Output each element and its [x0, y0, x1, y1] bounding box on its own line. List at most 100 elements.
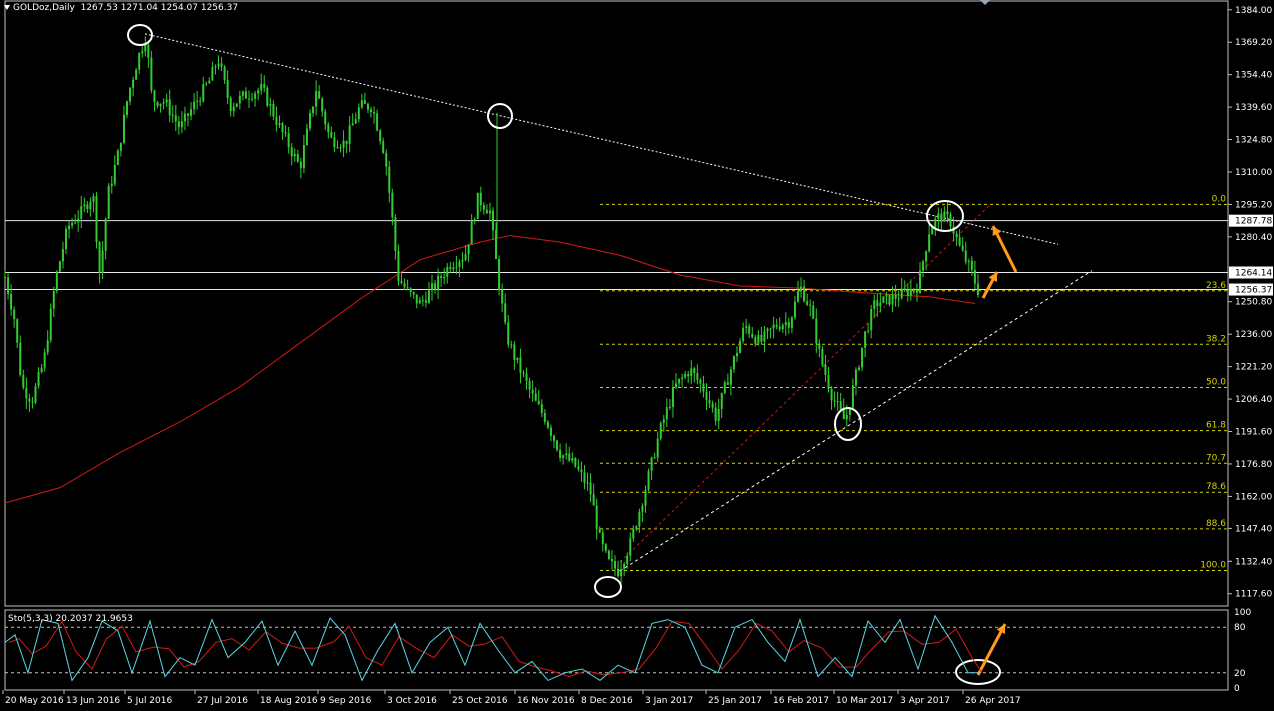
- candle-body: [891, 294, 894, 305]
- candle-body: [717, 409, 720, 421]
- candle-body: [885, 294, 888, 297]
- candle-body: [339, 147, 342, 149]
- candle-body: [141, 51, 144, 54]
- candle-body: [970, 260, 973, 271]
- stochastic-signal-line[interactable]: [8, 620, 983, 678]
- candle-body: [202, 84, 205, 102]
- candle-body: [638, 511, 641, 527]
- orange-arrow-head: [988, 272, 998, 282]
- candle-body: [284, 132, 287, 134]
- candle-body: [89, 201, 92, 210]
- red-trendline[interactable]: [619, 204, 991, 563]
- candle-body: [458, 261, 461, 267]
- x-tick-label: 9 Sep 2016: [320, 696, 372, 706]
- candle-body: [577, 466, 580, 470]
- resistance-trendline[interactable]: [144, 33, 1059, 245]
- candle-body: [269, 104, 272, 106]
- chart-menu-icon[interactable]: [4, 5, 10, 10]
- candle-body: [601, 532, 604, 545]
- candle-body: [427, 290, 430, 303]
- highlight-circle[interactable]: [834, 407, 862, 441]
- ohlc-label: 1267.53 1271.04 1254.07 1256.37: [80, 3, 239, 13]
- candle-body: [296, 154, 299, 162]
- candle-body: [135, 69, 138, 80]
- x-tick-label: 25 Oct 2016: [452, 696, 508, 706]
- candle-body: [931, 227, 934, 235]
- candle-body: [452, 267, 455, 270]
- candle-body: [793, 301, 796, 318]
- candle-body: [894, 294, 897, 299]
- candle-body: [519, 357, 522, 373]
- candle-body: [174, 115, 177, 122]
- candle-body: [620, 568, 623, 577]
- chart-shift-marker[interactable]: [980, 0, 990, 5]
- candle-body: [739, 340, 742, 353]
- candle-body: [333, 137, 336, 147]
- highlight-circle[interactable]: [127, 24, 153, 46]
- stochastic-main-line[interactable]: [4, 614, 978, 682]
- candle-body: [684, 374, 687, 378]
- candle-body: [909, 288, 912, 296]
- candle-body: [248, 98, 250, 100]
- candle-body: [495, 230, 498, 259]
- candle-body: [348, 125, 351, 144]
- candle-body: [861, 347, 864, 368]
- candle-body: [418, 300, 421, 304]
- candle-body: [492, 210, 494, 231]
- candle-body: [574, 457, 577, 467]
- candle-body: [467, 244, 470, 255]
- candle-body: [522, 372, 525, 374]
- candle-body: [415, 294, 418, 304]
- highlight-circle[interactable]: [955, 659, 1001, 685]
- candle-body: [409, 288, 412, 292]
- candle-body: [196, 100, 199, 102]
- candle-body: [360, 100, 363, 108]
- candle-body: [537, 400, 540, 405]
- candle-body: [327, 124, 330, 133]
- candle-body: [556, 440, 559, 450]
- fib-level-label: 38.2: [1206, 334, 1226, 344]
- candle-body: [559, 449, 562, 458]
- candle-body: [821, 348, 824, 365]
- candle-body: [549, 427, 552, 436]
- candle-body: [244, 91, 247, 99]
- y-tick-label: 1250.80: [1235, 298, 1272, 308]
- x-tick-label: 3 Apr 2017: [900, 696, 950, 706]
- candle-body: [675, 383, 677, 388]
- moving-average-line[interactable]: [4, 235, 976, 504]
- candle-body: [897, 298, 900, 300]
- stochastic-pane: [4, 609, 1229, 691]
- candle-body: [55, 271, 58, 292]
- highlight-circle[interactable]: [594, 576, 622, 598]
- stochastic-label: Sto(5,3,3) 20.2037 21.9653: [8, 614, 133, 624]
- orange-arrow[interactable]: [976, 623, 1007, 676]
- candle-body: [107, 185, 110, 219]
- candle-body: [4, 277, 6, 279]
- highlight-circle[interactable]: [487, 103, 513, 129]
- price-label-box: [1229, 283, 1273, 296]
- candle-body: [168, 99, 171, 116]
- candle-body: [354, 119, 357, 124]
- candle-body: [223, 66, 226, 81]
- candle-body: [922, 261, 925, 271]
- fib-level-label: 70.7: [1206, 453, 1226, 463]
- candle-body: [546, 421, 549, 428]
- candle-body: [238, 95, 241, 104]
- candle-body: [83, 204, 86, 207]
- candle-body: [540, 404, 543, 413]
- candle-body: [534, 393, 537, 401]
- highlight-circle[interactable]: [926, 200, 964, 232]
- candle-body: [668, 406, 671, 408]
- candle-body: [150, 57, 153, 91]
- y-tick-label: 1132.40: [1235, 557, 1272, 567]
- candle-body: [763, 331, 766, 342]
- candle-body: [882, 296, 885, 303]
- candle-body: [687, 374, 690, 377]
- candle-body: [220, 63, 223, 67]
- candle-body: [290, 147, 293, 157]
- candle-body: [803, 286, 806, 302]
- candle-body: [851, 385, 854, 408]
- candle-body: [702, 383, 705, 392]
- candle-body: [790, 317, 793, 328]
